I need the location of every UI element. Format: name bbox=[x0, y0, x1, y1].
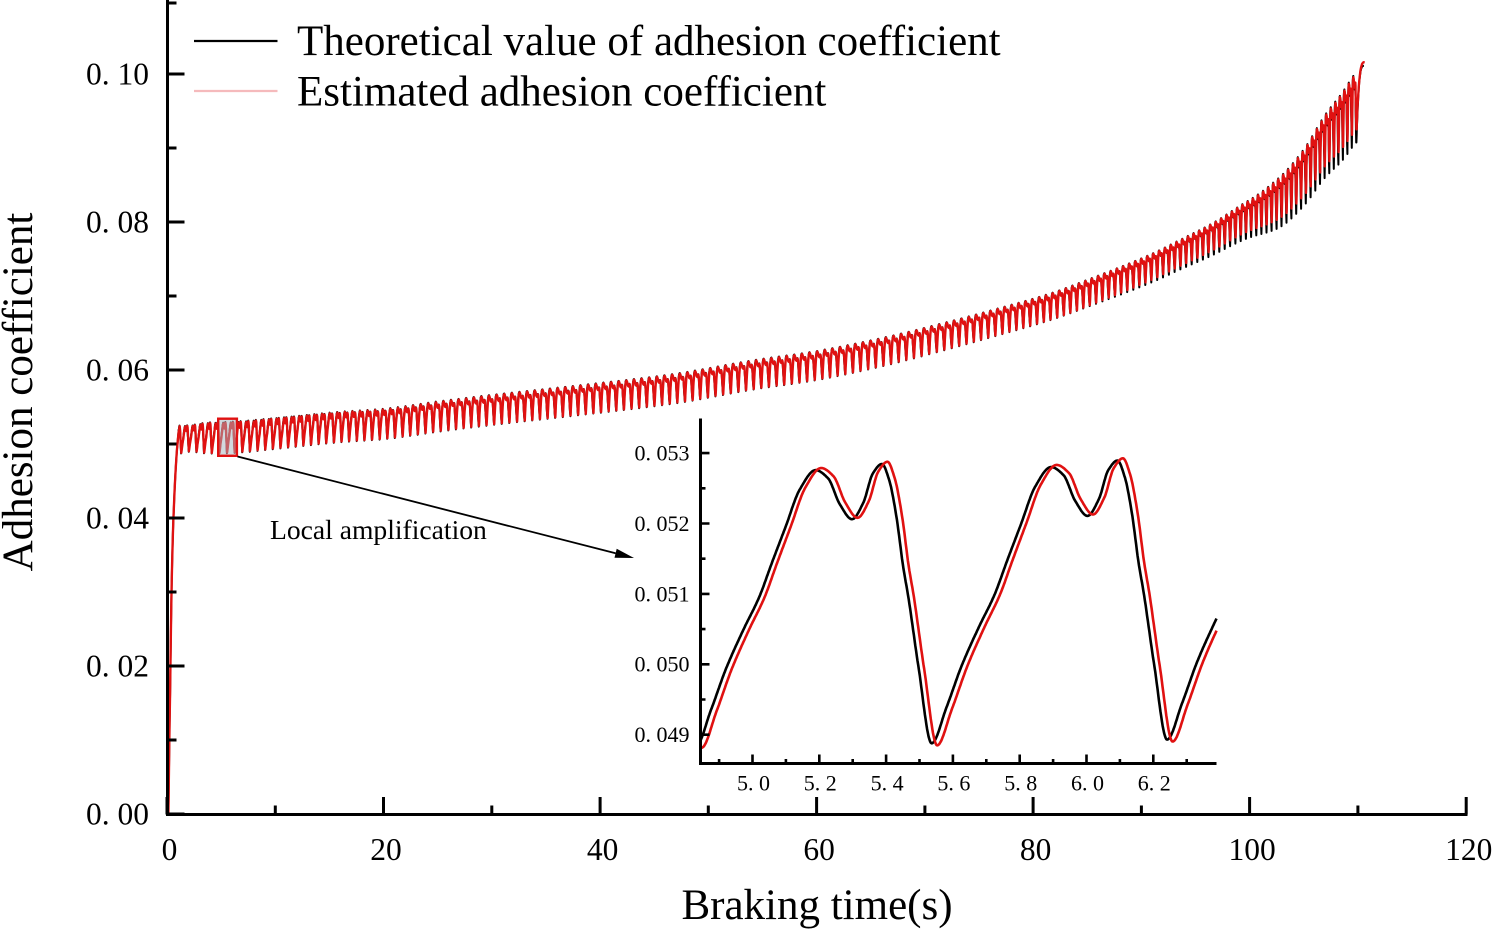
svg-text:0. 052: 0. 052 bbox=[635, 511, 690, 536]
svg-text:60: 60 bbox=[803, 832, 835, 867]
svg-text:0. 049: 0. 049 bbox=[635, 722, 690, 747]
svg-text:6. 2: 6. 2 bbox=[1138, 771, 1171, 796]
svg-text:5. 2: 5. 2 bbox=[804, 771, 837, 796]
svg-text:0: 0 bbox=[162, 832, 178, 867]
svg-text:100: 100 bbox=[1228, 832, 1275, 867]
svg-text:Theoretical value of adhesion: Theoretical value of adhesion coefficien… bbox=[297, 18, 1001, 65]
svg-text:0. 06: 0. 06 bbox=[86, 353, 149, 388]
svg-text:0. 04: 0. 04 bbox=[86, 501, 149, 536]
svg-text:6. 0: 6. 0 bbox=[1071, 771, 1104, 796]
svg-text:0. 10: 0. 10 bbox=[86, 57, 149, 92]
svg-text:5. 6: 5. 6 bbox=[937, 771, 970, 796]
svg-text:0. 050: 0. 050 bbox=[635, 652, 690, 677]
svg-text:0. 02: 0. 02 bbox=[86, 649, 149, 684]
svg-text:0. 08: 0. 08 bbox=[86, 205, 149, 240]
svg-text:Adhesion coefficient: Adhesion coefficient bbox=[0, 213, 42, 572]
svg-text:40: 40 bbox=[587, 832, 619, 867]
svg-text:0. 051: 0. 051 bbox=[635, 581, 690, 606]
svg-text:Estimated adhesion coefficient: Estimated adhesion coefficient bbox=[297, 69, 826, 116]
svg-text:5. 8: 5. 8 bbox=[1004, 771, 1037, 796]
svg-text:120: 120 bbox=[1445, 832, 1492, 867]
svg-text:0. 053: 0. 053 bbox=[635, 441, 690, 466]
svg-text:5. 0: 5. 0 bbox=[737, 771, 770, 796]
svg-text:20: 20 bbox=[370, 832, 402, 867]
svg-text:Local amplification: Local amplification bbox=[270, 514, 487, 545]
svg-text:0. 00: 0. 00 bbox=[86, 797, 149, 832]
svg-text:80: 80 bbox=[1020, 832, 1052, 867]
svg-text:Braking time(s): Braking time(s) bbox=[681, 882, 952, 929]
svg-text:5. 4: 5. 4 bbox=[871, 771, 904, 796]
